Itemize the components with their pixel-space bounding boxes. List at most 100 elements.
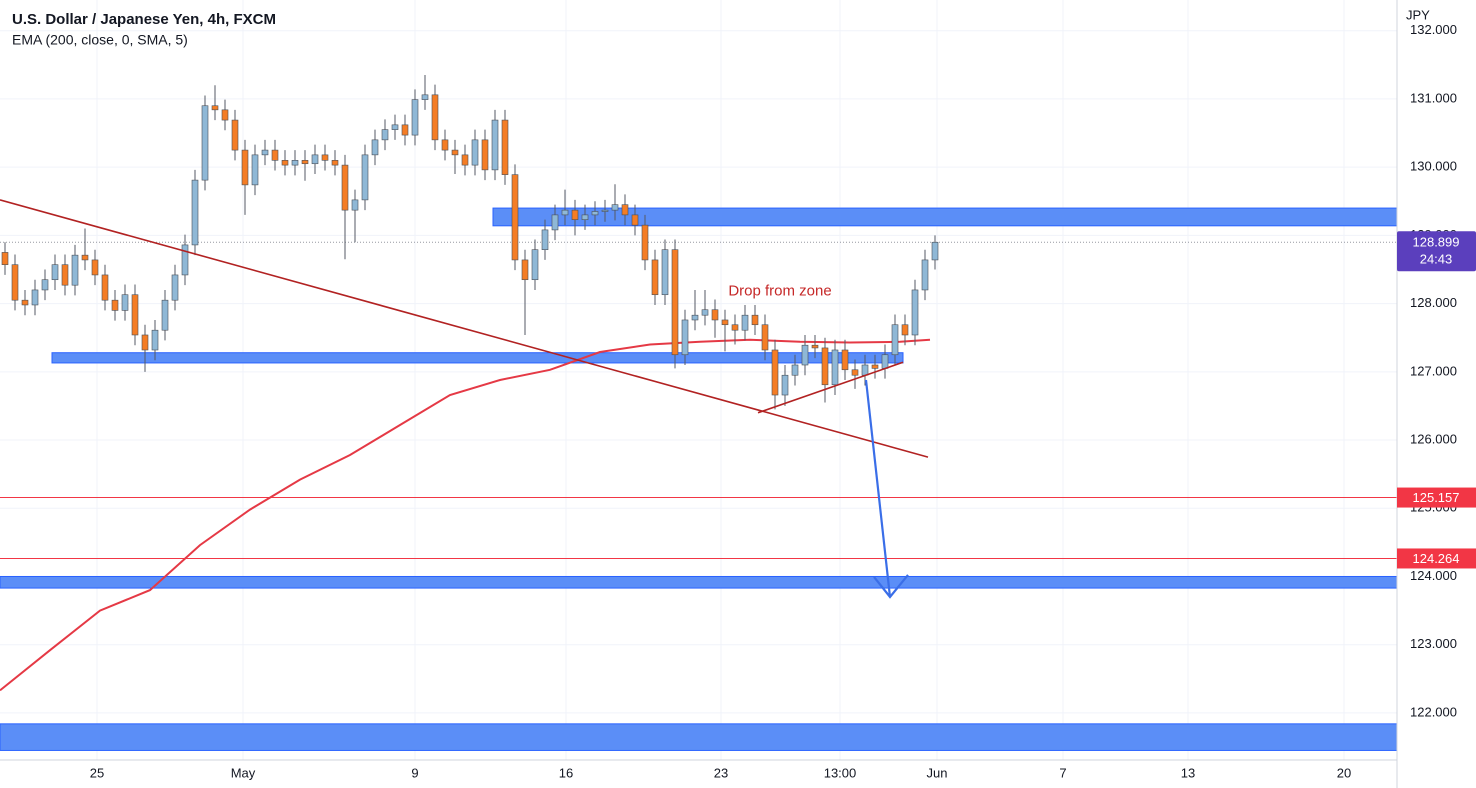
candle-body [271, 149, 279, 161]
x-tick-label: 16 [559, 765, 573, 780]
candle-body [281, 160, 289, 166]
candle-body [621, 204, 629, 216]
candle-body [111, 299, 119, 311]
candle-body [21, 299, 29, 306]
axes: 122.000123.000124.000125.000126.000127.0… [90, 22, 1476, 780]
candle-body [151, 329, 159, 351]
candle-body [691, 314, 699, 321]
y-tick-label: 124.000 [1410, 568, 1457, 583]
candle-body [831, 349, 839, 386]
x-tick-label: May [231, 765, 256, 780]
currency-label: JPY [1406, 7, 1430, 22]
candle-body [581, 214, 589, 220]
candle-body [91, 259, 99, 276]
candle-body [461, 154, 469, 166]
candle-body [421, 94, 429, 100]
zones [0, 207, 1398, 751]
x-tick-label: 23 [714, 765, 728, 780]
candle-body [651, 259, 659, 296]
candle-body [521, 259, 529, 281]
x-tick-label: 13 [1181, 765, 1195, 780]
candle-body [181, 244, 189, 276]
price-axis-bg [1397, 0, 1476, 788]
candle-body [741, 314, 749, 331]
candle-body [491, 119, 499, 171]
candle-body [291, 160, 299, 166]
candle-body [161, 299, 169, 331]
candle-body [511, 174, 519, 261]
candle-body [341, 164, 349, 211]
lines [0, 241, 1397, 692]
x-tick-label: 7 [1059, 765, 1066, 780]
candle-body [471, 139, 479, 166]
candle-body [31, 289, 39, 306]
candle-body [121, 294, 129, 311]
zone [492, 207, 1398, 227]
x-tick-label: Jun [927, 765, 948, 780]
candle-body [791, 364, 799, 376]
countdown-label: 24:43 [1420, 252, 1453, 267]
x-tick-label: 9 [411, 765, 418, 780]
y-tick-label: 130.000 [1410, 159, 1457, 174]
candle-body [571, 209, 579, 220]
candle-body [231, 119, 239, 151]
candle-body [221, 109, 229, 121]
candle-body [71, 254, 79, 286]
candle-body [11, 264, 19, 301]
candle-body [501, 119, 509, 175]
y-tick-label: 127.000 [1410, 363, 1457, 378]
drawings: Drop from zone [0, 199, 929, 599]
candle-body [901, 324, 909, 336]
candles [1, 75, 939, 410]
candle-body [191, 179, 199, 246]
candle-body [131, 294, 139, 336]
candle-body [171, 274, 179, 301]
candle-body [881, 354, 889, 369]
candle-body [261, 149, 269, 156]
x-tick-label: 20 [1337, 765, 1351, 780]
candle-body [41, 279, 49, 291]
last-price-label: 128.899 [1413, 235, 1460, 250]
candle-body [561, 209, 569, 216]
candle-body [841, 349, 849, 371]
last-price-tag [1397, 231, 1476, 272]
candle-body [401, 124, 409, 136]
candle-body [331, 160, 339, 166]
candle-body [921, 259, 929, 291]
candle-body [211, 105, 219, 111]
arrow-shaft [864, 379, 892, 598]
y-tick-label: 131.000 [1410, 90, 1457, 105]
candle-body [481, 139, 489, 171]
candle-body [811, 344, 819, 349]
candle-body [301, 160, 309, 165]
arrow-head [873, 574, 909, 599]
candle-body [871, 364, 879, 369]
candle-body [1, 252, 9, 266]
candle-body [861, 364, 869, 376]
candle-body [391, 124, 399, 130]
candle-body [721, 319, 729, 326]
candle-body [101, 274, 109, 301]
trendline [757, 361, 904, 414]
candle-body [771, 349, 779, 396]
grid [0, 0, 1397, 760]
price-tag [1397, 548, 1476, 569]
candle-body [411, 99, 419, 136]
candle-body [321, 154, 329, 161]
candle-body [661, 249, 669, 296]
candle-body [351, 199, 359, 211]
candle-body [611, 204, 619, 211]
candle-body [141, 334, 149, 351]
candle-body [701, 309, 709, 316]
candle-body [431, 94, 439, 141]
candle-body [441, 139, 449, 151]
x-tick-label: 25 [90, 765, 104, 780]
candle-body [801, 344, 809, 366]
ema-line [0, 338, 931, 692]
candle-body [451, 149, 459, 156]
y-tick-label: 128.000 [1410, 295, 1457, 310]
indicator-legend: EMA (200, close, 0, SMA, 5) [12, 32, 188, 48]
